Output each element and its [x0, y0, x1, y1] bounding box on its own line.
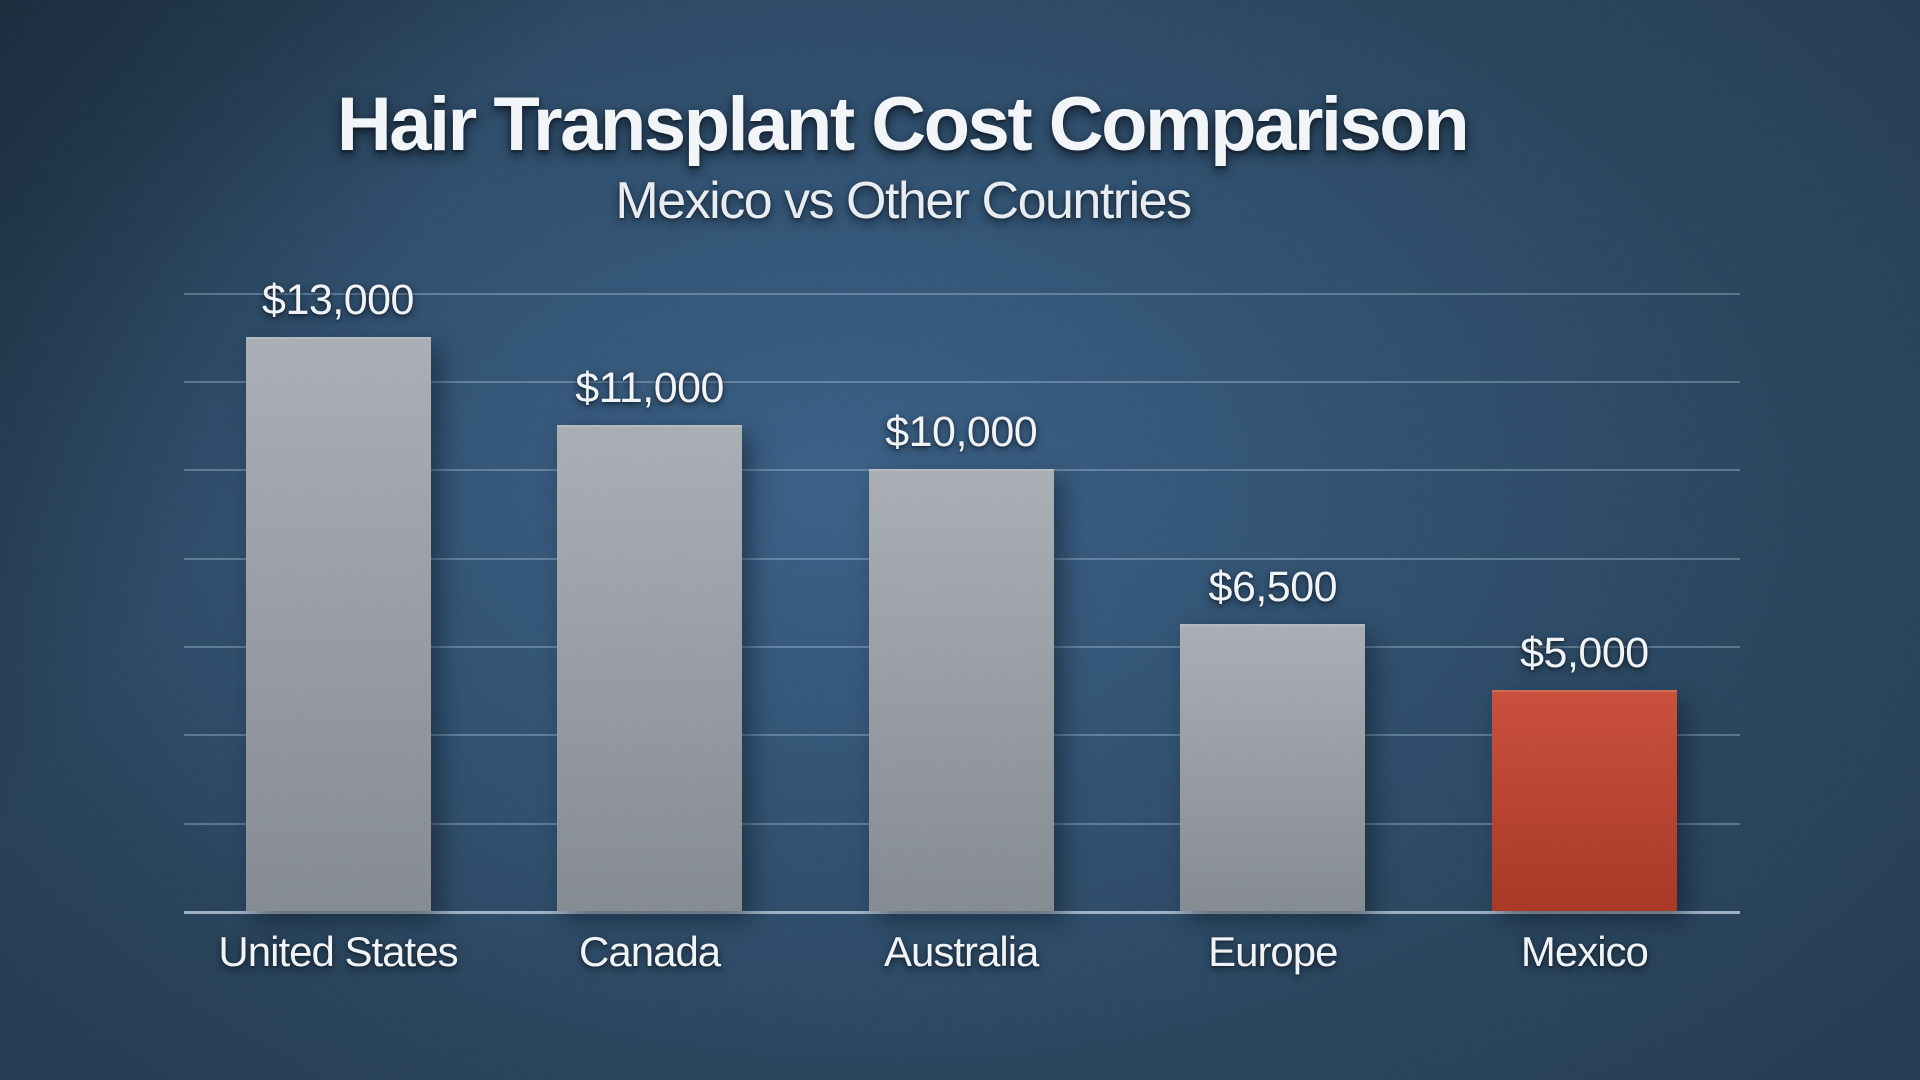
bar-europe	[1180, 623, 1366, 912]
value-label: $13,000	[262, 275, 414, 324]
category-label: Europe	[1208, 928, 1338, 975]
category-label: Australia	[883, 928, 1039, 975]
bar-united-states	[245, 336, 431, 912]
value-label: $10,000	[885, 408, 1038, 457]
value-label: $11,000	[575, 364, 724, 413]
value-label: $5,000	[1520, 629, 1649, 678]
bar-australia	[868, 469, 1054, 911]
value-label: $6,500	[1208, 562, 1338, 611]
x-axis-line	[184, 911, 1740, 914]
category-label: Canada	[579, 928, 721, 975]
bar-canada	[557, 425, 743, 911]
category-label: United States	[218, 928, 458, 975]
category-label: Mexico	[1520, 928, 1649, 975]
bar-mexico	[1491, 690, 1677, 911]
